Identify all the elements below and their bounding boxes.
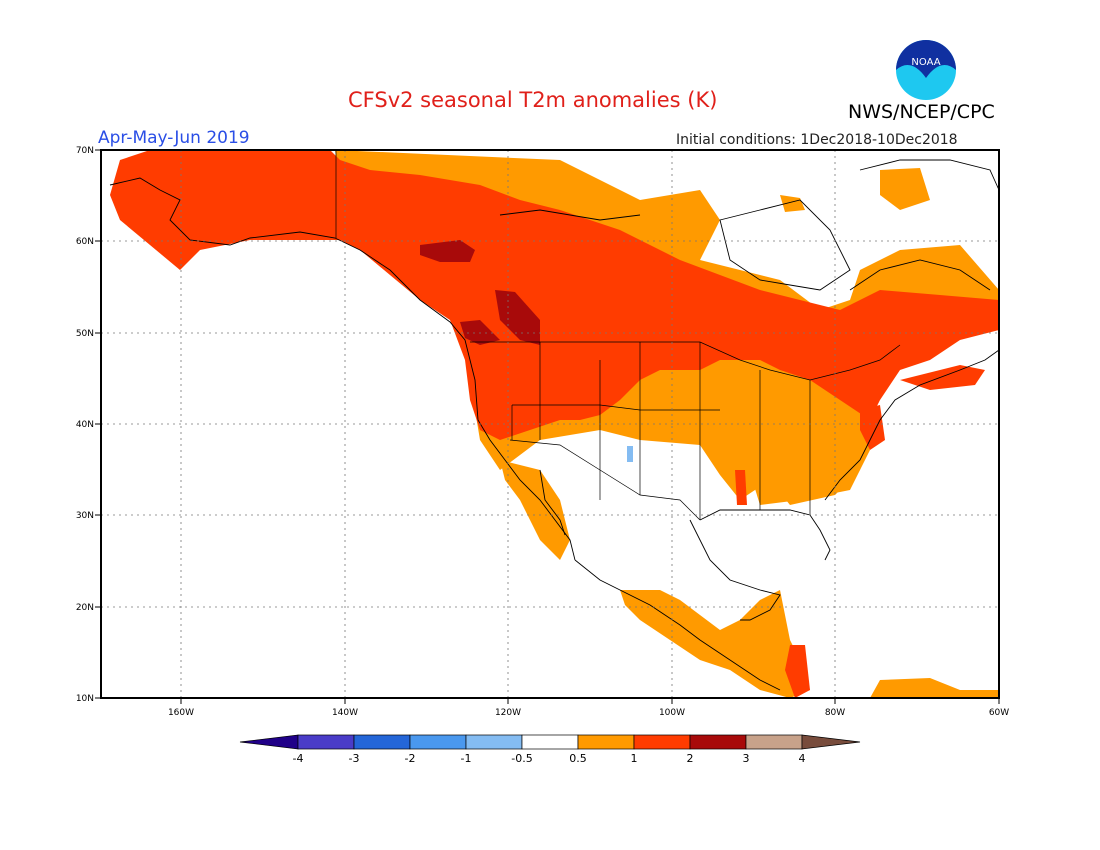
lon-label-140w: 140W <box>332 708 358 718</box>
colorbar-segment <box>633 734 691 750</box>
colorbar-segment <box>409 734 467 750</box>
lat-label-70n: 70N <box>76 146 94 156</box>
anomaly-fields <box>110 150 999 698</box>
border-us-canada <box>470 341 901 381</box>
field-red-east-coast <box>860 405 885 450</box>
lat-label-60n: 60N <box>76 237 94 247</box>
coastline-arctic <box>499 209 641 221</box>
field-orange-baja <box>500 460 570 560</box>
lon-label-160w: 160W <box>168 708 194 718</box>
coastline-mexico <box>574 559 781 691</box>
lon-label-80w: 80W <box>825 708 845 718</box>
colorbar-label: 4 <box>799 752 806 765</box>
lat-label-50n: 50N <box>76 329 94 339</box>
political-borders <box>335 150 901 521</box>
lon-label-100w: 100W <box>659 708 685 718</box>
colorbar-label: -4 <box>293 752 304 765</box>
colorbar-segment <box>465 734 523 750</box>
field-darkred-bc-3 <box>460 320 500 345</box>
colorbar-label: 0.5 <box>569 752 587 765</box>
field-red-southeast <box>735 470 747 505</box>
coastline-alaska <box>109 177 576 561</box>
field-orange-caribbean <box>870 678 999 698</box>
coastline-hudson <box>719 199 851 291</box>
coastline-gulf <box>689 519 781 621</box>
coastline-east <box>824 349 1000 501</box>
noaa-logo-icon: NOAA <box>896 40 956 100</box>
organization-label: NWS/NCEP/CPC <box>848 101 995 123</box>
lon-label-120w: 120W <box>495 708 521 718</box>
coastline-gulf-north <box>699 509 831 561</box>
colorbar-label: 3 <box>743 752 750 765</box>
colorbar-segment <box>297 734 355 750</box>
lat-label-40n: 40N <box>76 420 94 430</box>
colorbar: -4 -3 -2 -1 -0.5 0.5 1 2 3 4 <box>239 734 861 765</box>
border-lat-40 <box>512 404 720 411</box>
field-darkred-bc-2 <box>495 290 540 345</box>
colorbar-label: -0.5 <box>511 752 532 765</box>
colorbar-label: 2 <box>687 752 694 765</box>
coastline-baja <box>539 469 566 536</box>
colorbar-segment <box>689 734 747 750</box>
field-red-central-america <box>785 645 810 698</box>
field-red-alaska-canada <box>110 150 999 440</box>
coastlines <box>109 159 1000 691</box>
initial-conditions-label: Initial conditions: 1Dec2018-10Dec2018 <box>676 132 958 148</box>
field-red-newengland <box>900 365 985 390</box>
colorbar-segment <box>521 734 579 750</box>
colorbar-label: -3 <box>349 752 360 765</box>
field-blue-cell <box>627 446 633 462</box>
colorbar-segment <box>577 734 635 750</box>
lat-label-20n: 20N <box>76 603 94 613</box>
lon-label-60w: 60W <box>989 708 1009 718</box>
colorbar-label: -1 <box>461 752 472 765</box>
border-states <box>511 342 811 520</box>
field-orange-greenland <box>880 168 930 210</box>
coastline-labrador <box>849 259 991 291</box>
field-darkred-bc-1 <box>420 240 475 262</box>
tick-marks <box>95 149 1000 704</box>
border-us-mexico <box>509 439 701 521</box>
coastline-greenland <box>859 159 1000 191</box>
colorbar-segment <box>353 734 411 750</box>
logo-text: NOAA <box>911 57 940 68</box>
colorbar-arrow-right <box>801 734 861 750</box>
field-orange-baffin <box>780 195 805 212</box>
colorbar-label: -2 <box>405 752 416 765</box>
colorbar-arrow-left <box>239 734 299 750</box>
lat-label-30n: 30N <box>76 511 94 521</box>
season-label: Apr-May-Jun 2019 <box>98 128 250 148</box>
map-title: CFSv2 seasonal T2m anomalies (K) <box>348 88 718 112</box>
colorbar-label: 1 <box>631 752 638 765</box>
lat-label-10n: 10N <box>76 694 94 704</box>
gridlines <box>101 150 999 698</box>
colorbar-segment <box>745 734 803 750</box>
